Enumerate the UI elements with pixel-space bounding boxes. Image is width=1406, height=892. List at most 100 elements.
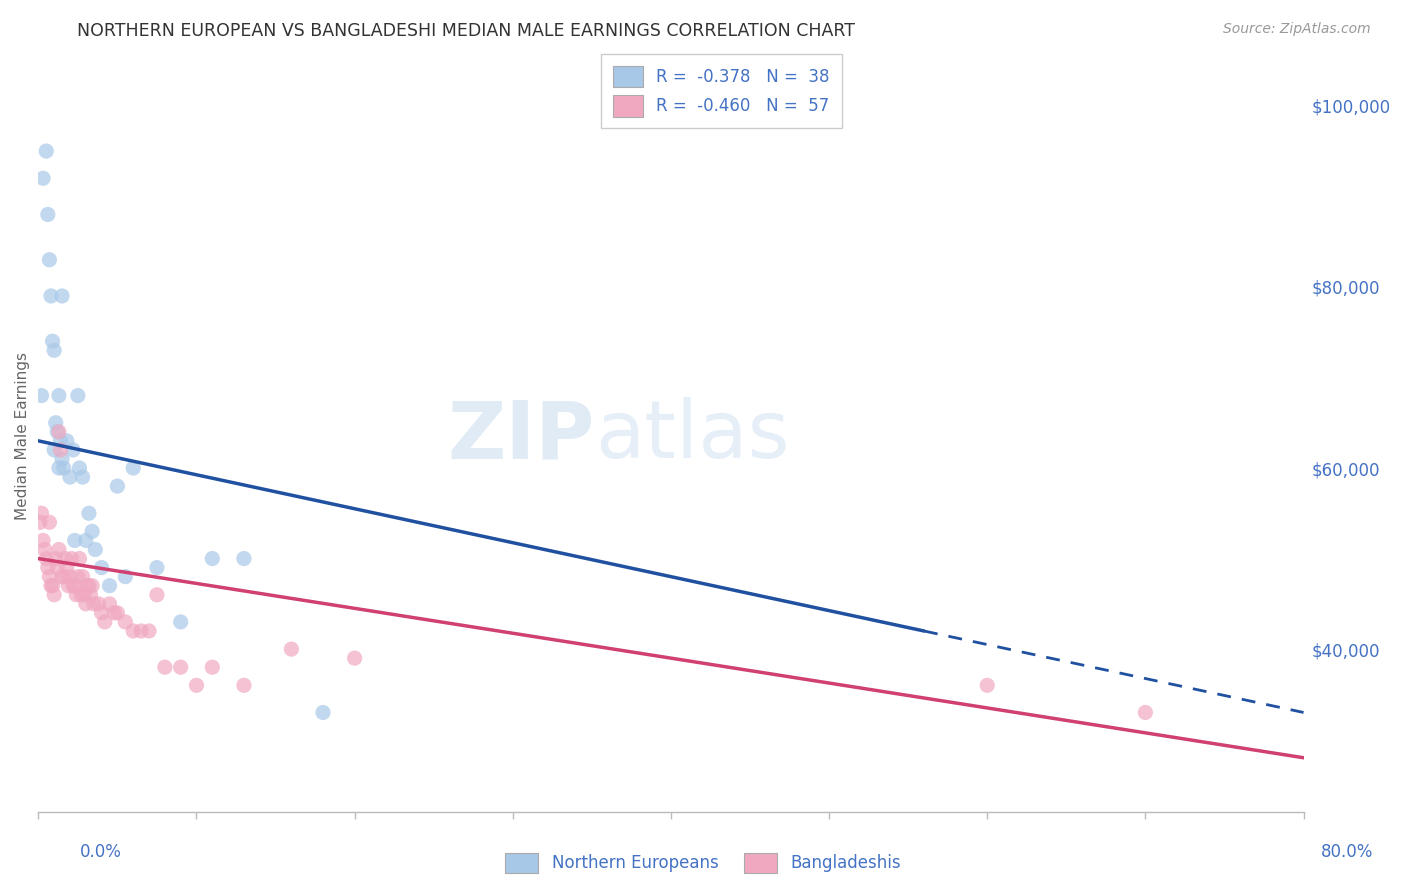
- Point: [107, 479, 129, 493]
- Point: [59, 569, 82, 583]
- Point: [41, 579, 63, 593]
- Point: [52, 569, 75, 583]
- Point: [94, 615, 117, 629]
- Point: [76, 579, 98, 593]
- Point: [58, 579, 80, 593]
- Point: [84, 542, 107, 557]
- Point: [62, 579, 84, 593]
- Point: [46, 425, 69, 439]
- Point: [75, 533, 97, 548]
- Point: [114, 615, 136, 629]
- Point: [232, 678, 254, 692]
- Point: [66, 388, 89, 402]
- Point: [39, 579, 62, 593]
- Point: [51, 569, 73, 583]
- Point: [122, 624, 145, 638]
- Point: [66, 569, 89, 583]
- Point: [69, 461, 91, 475]
- Point: [201, 551, 224, 566]
- Point: [44, 588, 66, 602]
- Point: [41, 334, 63, 349]
- Point: [63, 533, 86, 548]
- Point: [44, 442, 66, 457]
- Point: [48, 461, 70, 475]
- Point: [32, 533, 55, 548]
- Point: [103, 606, 125, 620]
- Point: [51, 289, 73, 303]
- Point: [77, 506, 100, 520]
- Point: [49, 442, 72, 457]
- Point: [49, 434, 72, 448]
- Point: [59, 470, 82, 484]
- Point: [70, 588, 93, 602]
- Point: [122, 461, 145, 475]
- Point: [38, 516, 60, 530]
- Point: [976, 678, 998, 692]
- Point: [232, 551, 254, 566]
- Point: [56, 560, 79, 574]
- Point: [82, 524, 104, 539]
- Point: [48, 425, 70, 439]
- Point: [62, 442, 84, 457]
- Point: [65, 588, 87, 602]
- Point: [98, 579, 121, 593]
- Point: [87, 597, 110, 611]
- Point: [79, 588, 101, 602]
- Point: [312, 706, 335, 720]
- Point: [153, 660, 176, 674]
- Point: [201, 660, 224, 674]
- Point: [37, 207, 59, 221]
- Point: [48, 542, 70, 557]
- Point: [34, 542, 56, 557]
- Legend: R =  -0.378   N =  38, R =  -0.460   N =  57: R = -0.378 N = 38, R = -0.460 N = 57: [602, 54, 842, 128]
- Point: [146, 560, 169, 574]
- Text: NORTHERN EUROPEAN VS BANGLADESHI MEDIAN MALE EARNINGS CORRELATION CHART: NORTHERN EUROPEAN VS BANGLADESHI MEDIAN …: [77, 22, 855, 40]
- Point: [46, 560, 69, 574]
- Point: [45, 551, 67, 566]
- Text: 0.0%: 0.0%: [80, 843, 122, 861]
- Point: [37, 560, 59, 574]
- Point: [129, 624, 152, 638]
- Text: 80.0%: 80.0%: [1320, 843, 1374, 861]
- Y-axis label: Median Male Earnings: Median Male Earnings: [15, 352, 30, 520]
- Point: [52, 461, 75, 475]
- Point: [98, 597, 121, 611]
- Point: [44, 343, 66, 358]
- Point: [28, 516, 51, 530]
- Point: [72, 569, 94, 583]
- Point: [114, 569, 136, 583]
- Point: [82, 579, 104, 593]
- Point: [1135, 706, 1157, 720]
- Point: [138, 624, 160, 638]
- Point: [90, 560, 112, 574]
- Point: [77, 579, 100, 593]
- Point: [343, 651, 366, 665]
- Point: [48, 388, 70, 402]
- Point: [73, 588, 96, 602]
- Point: [31, 506, 53, 520]
- Point: [35, 551, 58, 566]
- Point: [75, 597, 97, 611]
- Text: Source: ZipAtlas.com: Source: ZipAtlas.com: [1223, 22, 1371, 37]
- Point: [107, 606, 129, 620]
- Point: [38, 252, 60, 267]
- Point: [35, 144, 58, 158]
- Point: [39, 289, 62, 303]
- Point: [69, 551, 91, 566]
- Point: [83, 597, 105, 611]
- Point: [169, 660, 191, 674]
- Legend: Northern Europeans, Bangladeshis: Northern Europeans, Bangladeshis: [499, 847, 907, 880]
- Point: [280, 642, 302, 657]
- Point: [45, 416, 67, 430]
- Point: [90, 606, 112, 620]
- Point: [146, 588, 169, 602]
- Text: ZIP: ZIP: [447, 397, 595, 475]
- Point: [72, 470, 94, 484]
- Point: [63, 579, 86, 593]
- Point: [32, 171, 55, 186]
- Point: [56, 434, 79, 448]
- Point: [31, 388, 53, 402]
- Point: [38, 569, 60, 583]
- Point: [53, 551, 76, 566]
- Point: [169, 615, 191, 629]
